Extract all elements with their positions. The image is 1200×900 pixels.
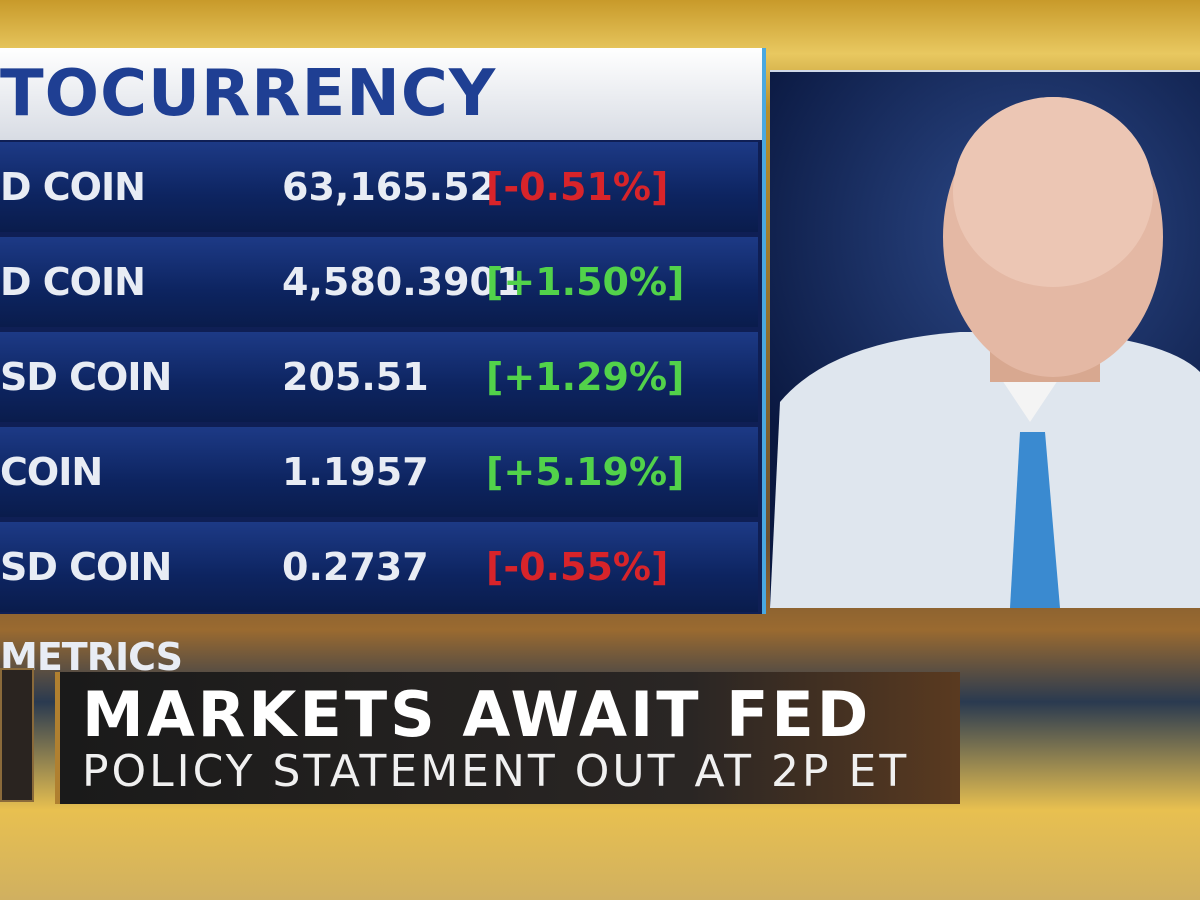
asset-change: [+5.19%] bbox=[486, 450, 685, 494]
asset-price: 1.1957 bbox=[282, 450, 429, 494]
asset-price: 63,165.52 bbox=[282, 165, 496, 209]
lower-third: MARKETS AWAIT FED POLICY STATEMENT OUT A… bbox=[55, 672, 960, 804]
panel-title: TOCURRENCY bbox=[0, 48, 762, 140]
asset-price: 0.2737 bbox=[282, 545, 429, 589]
asset-price: 4,580.3901 bbox=[282, 260, 523, 304]
guest-video bbox=[770, 70, 1200, 608]
subheadline: POLICY STATEMENT OUT AT 2P ET bbox=[82, 746, 910, 797]
ticker-row: SD COIN METRICS 0.2737 [-0.55%] bbox=[0, 522, 758, 679]
ticker-row: SD COIN METRICS205.51[+1.29%] bbox=[0, 332, 758, 489]
asset-change: [+1.50%] bbox=[486, 260, 685, 304]
asset-change: [-0.51%] bbox=[486, 165, 669, 209]
asset-change: [-0.55%] bbox=[486, 545, 669, 589]
ticker-row: D COIN METRICS4,580.3901[+1.50%] bbox=[0, 237, 758, 394]
asset-label: SD COIN METRICS bbox=[0, 545, 183, 679]
ticker-row: COIN METRICS1.1957[+5.19%] bbox=[0, 427, 758, 584]
guest-illustration bbox=[770, 97, 1200, 608]
ticker-row: D COIN METRICS63,165.52[-0.51%] bbox=[0, 142, 758, 299]
crypto-panel: TOCURRENCY D COIN METRICS63,165.52[-0.51… bbox=[0, 48, 766, 679]
asset-price: 205.51 bbox=[282, 355, 429, 399]
asset-change: [+1.29%] bbox=[486, 355, 685, 399]
headline: MARKETS AWAIT FED bbox=[82, 678, 872, 751]
network-logo bbox=[0, 668, 34, 802]
